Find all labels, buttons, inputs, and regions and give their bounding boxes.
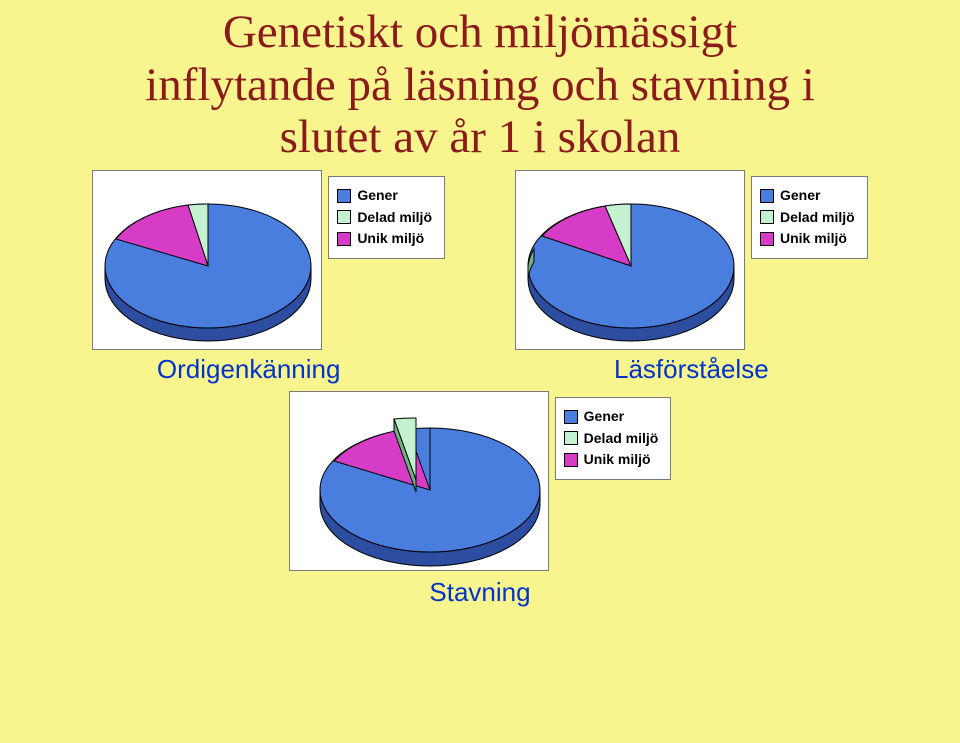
caption-ordigenkanning: Ordigenkänning <box>52 354 445 385</box>
chart-ordigenkanning-group: Gener Delad miljö Unik miljö Ordigenkänn… <box>92 170 445 385</box>
legend-swatch-unik-3 <box>564 453 578 467</box>
legend-label-gener-2: Gener <box>780 185 820 207</box>
chart-stavning-panel <box>289 391 549 571</box>
charts-row-top: Gener Delad miljö Unik miljö Ordigenkänn… <box>0 170 960 385</box>
legend-swatch-delad-2 <box>760 210 774 224</box>
legend-swatch-gener <box>337 189 351 203</box>
legend-item-unik-2: Unik miljö <box>760 228 855 250</box>
legend-item-gener: Gener <box>337 185 432 207</box>
legend-swatch-delad-3 <box>564 431 578 445</box>
legend-swatch-unik-2 <box>760 232 774 246</box>
legend-item-gener-2: Gener <box>760 185 855 207</box>
legend-swatch-unik <box>337 232 351 246</box>
legend-label-unik-2: Unik miljö <box>780 228 847 250</box>
legend-swatch-delad <box>337 210 351 224</box>
caption-stavning: Stavning <box>289 577 672 608</box>
title-line-3: slutet av år 1 i skolan <box>0 111 960 164</box>
legend-lasforstaelse: Gener Delad miljö Unik miljö <box>751 176 868 259</box>
legend-item-delad-2: Delad miljö <box>760 207 855 229</box>
chart-ordigenkanning-with-legend: Gener Delad miljö Unik miljö <box>92 170 445 350</box>
legend-label-gener: Gener <box>357 185 397 207</box>
legend-swatch-gener-3 <box>564 410 578 424</box>
chart-ordigenkanning-svg <box>93 171 323 351</box>
chart-lasforstaelse-group: Gener Delad miljö Unik miljö Läsförståel… <box>515 170 868 385</box>
legend-item-delad-3: Delad miljö <box>564 428 659 450</box>
chart-stavning-group: Gener Delad miljö Unik miljö Stavning <box>289 391 672 608</box>
legend-label-unik: Unik miljö <box>357 228 424 250</box>
chart-ordigenkanning-panel <box>92 170 322 350</box>
legend-swatch-gener-2 <box>760 189 774 203</box>
chart-lasforstaelse-svg <box>516 171 746 351</box>
legend-item-delad: Delad miljö <box>337 207 432 229</box>
legend-item-unik-3: Unik miljö <box>564 449 659 471</box>
legend-ordigenkanning: Gener Delad miljö Unik miljö <box>328 176 445 259</box>
legend-label-delad-2: Delad miljö <box>780 207 855 229</box>
legend-label-unik-3: Unik miljö <box>584 449 651 471</box>
title-line-1: Genetiskt och miljömässigt <box>0 6 960 59</box>
chart-stavning-svg <box>290 392 550 572</box>
chart-lasforstaelse-panel <box>515 170 745 350</box>
legend-item-gener-3: Gener <box>564 406 659 428</box>
charts-row-bottom: Gener Delad miljö Unik miljö Stavning <box>0 391 960 608</box>
chart-stavning-with-legend: Gener Delad miljö Unik miljö <box>289 391 672 571</box>
slide-title: Genetiskt och miljömässigt inflytande på… <box>0 0 960 164</box>
caption-lasforstaelse: Läsförståelse <box>515 354 868 385</box>
legend-stavning: Gener Delad miljö Unik miljö <box>555 397 672 480</box>
legend-label-delad: Delad miljö <box>357 207 432 229</box>
title-line-2: inflytande på läsning och stavning i <box>0 59 960 112</box>
legend-label-gener-3: Gener <box>584 406 624 428</box>
legend-item-unik: Unik miljö <box>337 228 432 250</box>
chart-lasforstaelse-with-legend: Gener Delad miljö Unik miljö <box>515 170 868 350</box>
legend-label-delad-3: Delad miljö <box>584 428 659 450</box>
